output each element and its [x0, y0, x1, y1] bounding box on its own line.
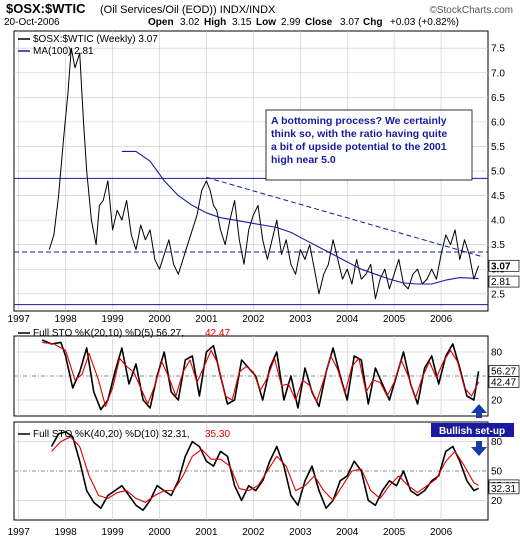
price-legend-label: $OSX:$WTIC (Weekly) 3.07 [33, 34, 158, 45]
y-tick-label: 50 [491, 467, 503, 478]
annotation-text: A bottoming process? We certainly think s… [271, 115, 447, 166]
high-label: High [204, 17, 226, 28]
x-tick-label: 1997 [8, 314, 31, 325]
x-tick-label: 1999 [101, 527, 124, 538]
trendline [206, 176, 484, 258]
last-value-label: 42.47 [491, 378, 516, 389]
last-value-tag [488, 482, 520, 495]
chart-date: 20-Oct-2006 [4, 17, 60, 28]
last-value-tag [488, 275, 520, 288]
x-tick-label: 2002 [242, 527, 265, 538]
y-tick-label: 20 [491, 396, 503, 407]
annotation-line: think so, with the ratio having quite [271, 128, 447, 140]
last-value-label: 32.31 [491, 484, 516, 495]
stockcharts-brand: ©StockCharts.com [429, 5, 513, 16]
sto-k-line [41, 339, 480, 411]
y-tick-label: 6.0 [491, 117, 505, 128]
x-tick-label: 2004 [336, 527, 359, 538]
x-tick-label: 2000 [148, 527, 171, 538]
low-label: Low [256, 17, 276, 28]
x-tick-label: 2001 [195, 314, 218, 325]
x-tick-label: 1998 [54, 314, 77, 325]
x-tick-label: 1999 [101, 314, 124, 325]
chg-label: Chg [363, 17, 382, 28]
close-value: 3.07 [340, 17, 360, 28]
bullish-callout-text: Bullish set-up [439, 426, 505, 437]
x-tick-label: 2004 [336, 314, 359, 325]
chg-value: +0.03 (+0.82%) [390, 17, 459, 28]
sto1-legend-label: Full STO %K(20,10) %D(5) 56.27, [33, 328, 184, 339]
series-layer [41, 47, 480, 512]
y-tick-label: 4.0 [491, 216, 505, 227]
down-arrow-icon [471, 441, 487, 456]
sto-d-line [51, 436, 479, 503]
open-label: Open [148, 17, 174, 28]
y-tick-label: 7.0 [491, 68, 505, 79]
x-tick-label: 2006 [430, 314, 453, 325]
price-line [48, 47, 480, 300]
level-lines [14, 176, 488, 306]
x-tick-label: 2000 [148, 314, 171, 325]
x-tick-label: 2002 [242, 314, 265, 325]
annotation-line: A bottoming process? We certainly [271, 115, 447, 127]
x-tick-label: 2003 [289, 314, 312, 325]
y-tick-label: 5.0 [491, 167, 505, 178]
y-tick-label: 4.5 [491, 191, 505, 202]
y-tick-label: 20 [491, 496, 503, 507]
annotation-line: a bit of upside potential to the 2001 [271, 141, 447, 153]
ma100-line [121, 150, 479, 285]
sto-d-line [42, 341, 480, 407]
sto2-legend-d: 35.30 [205, 429, 230, 440]
last-value-tag [488, 376, 520, 388]
y-tick-label: 6.5 [491, 93, 505, 104]
sto1-legend: Full STO %K(20,10) %D(5) 56.27, 42.47 [18, 328, 230, 339]
price-legend: $OSX:$WTIC (Weekly) 3.07 MA(100) 2.81 [18, 34, 158, 57]
ohlc-readout: Open 3.02 High 3.15 Low 2.99 Close 3.07 … [148, 17, 459, 28]
last-value-tag [488, 259, 520, 272]
x-tick-label: 1997 [8, 527, 31, 538]
annotation-line: high near 5.0 [271, 154, 336, 166]
sto2-legend-label: Full STO %K(40,20) %D(10) 32.31, [33, 429, 190, 440]
last-value-label: 2.81 [491, 277, 511, 288]
open-value: 3.02 [180, 17, 200, 28]
sto2-legend: Full STO %K(40,20) %D(10) 32.31, 35.30 [18, 429, 230, 440]
annotation-box: A bottoming process? We certainly think s… [265, 109, 473, 181]
x-tick-label: 2005 [383, 527, 406, 538]
x-tick-label: 2005 [383, 314, 406, 325]
last-value-label: 56.27 [491, 366, 516, 377]
x-tick-label: 2006 [430, 527, 453, 538]
high-value: 3.15 [232, 17, 252, 28]
y-tick-label: 5.5 [491, 142, 505, 153]
y-tick-label: 80 [491, 348, 503, 359]
last-value-label: 3.07 [491, 261, 511, 272]
x-tick-label: 2001 [195, 527, 218, 538]
y-tick-label: 3.5 [491, 240, 505, 251]
axis-labels: 2.53.03.54.04.55.05.56.06.57.07.53.072.8… [8, 44, 520, 538]
chart-description: (Oil Services/Oil (EOD)) INDX/INDX [100, 4, 276, 16]
sto1-legend-d: 42.47 [205, 328, 230, 339]
ma-legend-label: MA(100) 2.81 [33, 46, 94, 57]
low-value: 2.99 [281, 17, 301, 28]
chart-symbol: $OSX:$WTIC [6, 1, 86, 16]
up-arrow-icon [471, 404, 487, 418]
x-tick-label: 2003 [289, 527, 312, 538]
y-tick-label: 7.5 [491, 44, 505, 55]
grid-layer [14, 31, 488, 520]
y-tick-label: 80 [491, 437, 503, 448]
sto-k-line [50, 430, 479, 512]
x-tick-label: 1998 [54, 527, 77, 538]
close-label: Close [305, 17, 333, 28]
bullish-callout: Bullish set-up [431, 423, 514, 437]
y-tick-label: 2.5 [491, 289, 505, 300]
